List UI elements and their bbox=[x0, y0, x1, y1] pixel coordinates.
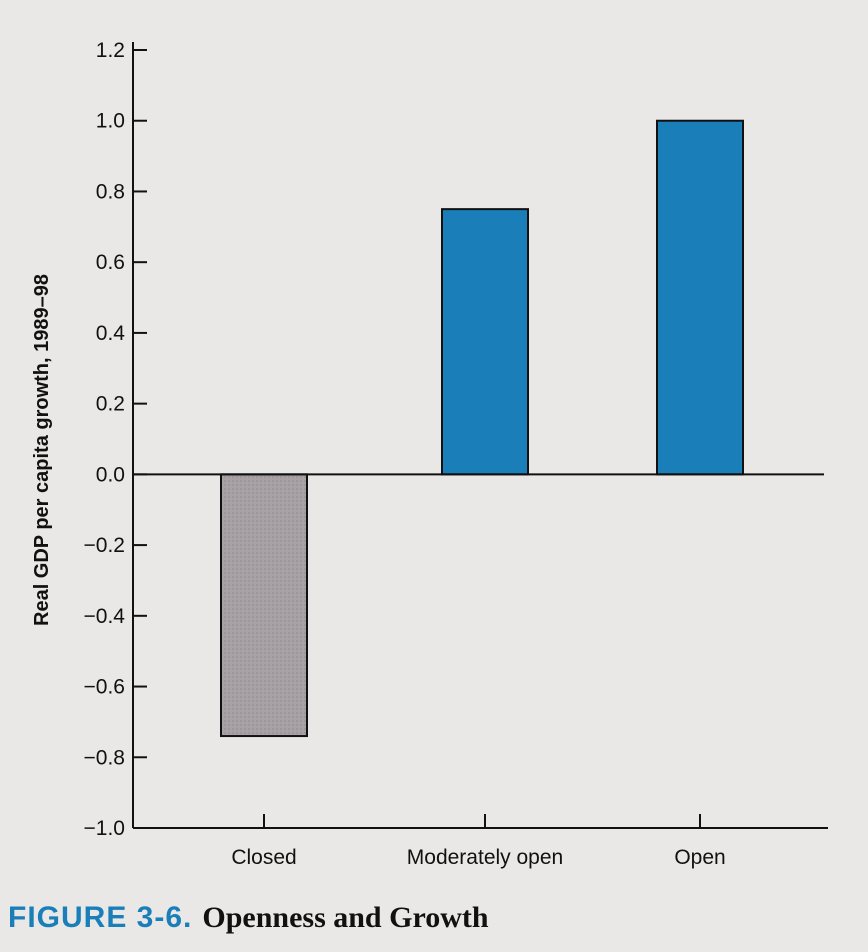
figure-caption: FIGURE 3-6. Openness and Growth bbox=[8, 900, 489, 936]
y-tick-label: 1.0 bbox=[96, 110, 125, 133]
y-tick-label: 0.0 bbox=[96, 463, 125, 486]
x-category-label: Open bbox=[674, 846, 725, 869]
x-category-label: Closed bbox=[231, 846, 296, 869]
bar bbox=[656, 119, 744, 476]
bar-chart: 1.2 1.0 0.8 0.6 0.4 0.2 0.0 −0.2 −0.4 −0.6 −0.8 −1.… bbox=[31, 39, 828, 869]
y-axis-title: Real GDP per capita growth, 1989–98 bbox=[31, 274, 53, 626]
y-tick-label: −0.6 bbox=[84, 676, 125, 699]
y-tick-label: 0.6 bbox=[96, 251, 125, 274]
y-tick-label: −0.8 bbox=[84, 746, 125, 769]
y-tick-label: 0.8 bbox=[96, 180, 125, 203]
bar bbox=[441, 208, 529, 476]
y-tick-label: −0.4 bbox=[84, 605, 126, 628]
figure-title: Openness and Growth bbox=[202, 901, 489, 934]
figure-number: FIGURE 3-6. bbox=[8, 901, 193, 934]
y-tick-label: 0.4 bbox=[96, 322, 126, 345]
bar bbox=[220, 473, 308, 738]
y-tick-label: −0.2 bbox=[84, 534, 125, 557]
y-tick-label: −1.0 bbox=[84, 817, 125, 840]
x-category-label: Moderately open bbox=[407, 846, 563, 869]
y-tick-label: 0.2 bbox=[96, 393, 125, 416]
y-tick-label: 1.2 bbox=[96, 39, 125, 62]
